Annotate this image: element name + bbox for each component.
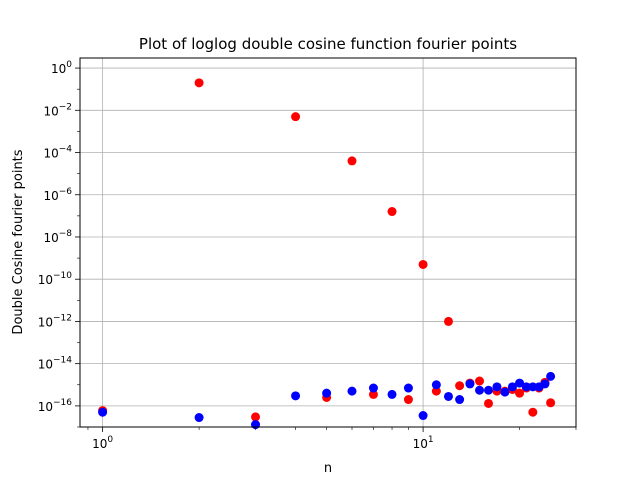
data-point	[368, 389, 378, 399]
data-point	[455, 395, 465, 405]
plot-area-frame	[79, 57, 577, 428]
data-point	[291, 391, 301, 401]
data-point	[387, 389, 397, 399]
data-point	[500, 387, 510, 397]
x-axis-label: n	[324, 461, 332, 476]
data-point	[322, 388, 332, 398]
y-tick-label: 10−6	[43, 187, 72, 203]
data-point	[528, 407, 538, 417]
data-point	[546, 371, 556, 381]
data-point	[431, 380, 441, 390]
data-point	[291, 112, 301, 122]
y-axis-ticks: 100 10−2 10−4 10−6 10−8 10−10 10−12 10−14 10−16	[38, 60, 80, 428]
data-point	[194, 413, 204, 423]
data-point	[515, 388, 525, 398]
y-tick-label: 10−8	[43, 229, 72, 245]
x-tick-label: 101	[413, 435, 434, 451]
y-tick-label: 100	[51, 60, 72, 76]
data-point	[507, 382, 517, 392]
data-point	[403, 395, 413, 405]
data-point	[418, 411, 428, 421]
data-point	[403, 383, 413, 393]
data-point	[443, 316, 453, 326]
data-point	[418, 259, 428, 269]
data-point	[98, 407, 108, 417]
x-axis-ticks: 100 101	[87, 427, 577, 451]
x-tick-label: 100	[92, 435, 113, 451]
data-point	[515, 378, 525, 388]
data-point	[546, 398, 556, 408]
y-tick-label: 10−12	[38, 313, 72, 329]
y-axis-label: Double Cosine fourier points	[11, 149, 26, 334]
y-tick-label: 10−10	[38, 271, 73, 287]
y-tick-label: 10−14	[38, 356, 73, 372]
data-point	[475, 385, 485, 395]
chart-title: Plot of loglog double cosine function fo…	[139, 35, 517, 53]
data-point	[484, 385, 494, 395]
grid-lines	[80, 58, 576, 427]
data-point	[540, 379, 550, 389]
data-point	[475, 376, 485, 386]
y-tick-label: 10−16	[38, 398, 73, 414]
data-point	[347, 156, 357, 166]
data-point	[368, 383, 378, 393]
data-point	[455, 381, 465, 391]
y-tick-label: 10−4	[43, 145, 72, 161]
data-points	[98, 78, 556, 430]
data-point	[528, 382, 538, 392]
data-point	[492, 382, 502, 392]
data-point	[347, 386, 357, 396]
y-tick-label: 10−2	[43, 102, 72, 118]
data-point	[431, 386, 441, 396]
data-point	[521, 382, 531, 392]
data-point	[465, 379, 475, 389]
data-point	[484, 398, 494, 408]
data-point	[251, 412, 261, 422]
data-point	[387, 207, 397, 217]
data-point	[443, 391, 453, 401]
data-point	[194, 78, 204, 88]
